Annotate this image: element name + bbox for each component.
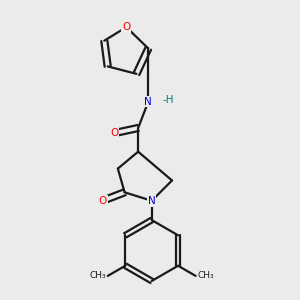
Text: N: N	[148, 196, 156, 206]
Text: -H: -H	[163, 95, 174, 105]
Text: O: O	[98, 196, 107, 206]
Text: N: N	[144, 97, 152, 106]
Text: O: O	[110, 128, 118, 138]
Text: CH₃: CH₃	[197, 272, 214, 280]
Text: O: O	[122, 22, 130, 32]
Text: CH₃: CH₃	[90, 272, 106, 280]
